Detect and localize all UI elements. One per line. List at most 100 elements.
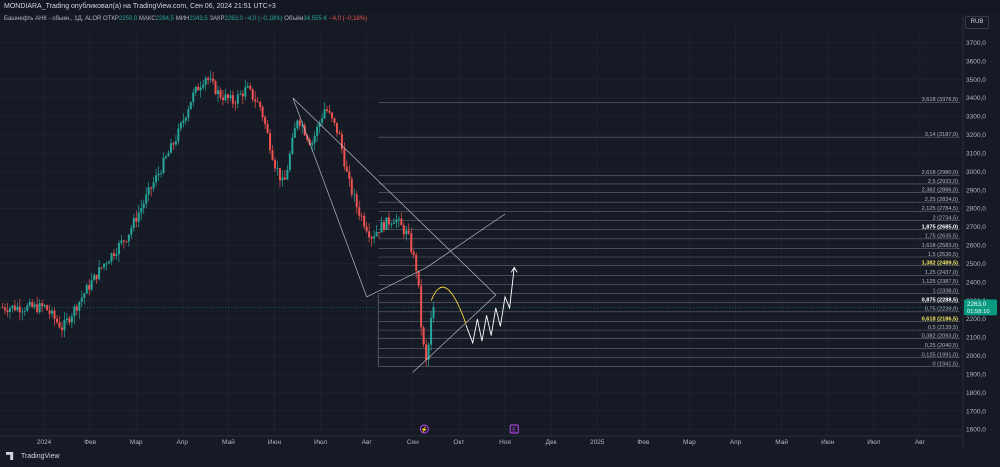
- y-tick-label: 2000,0: [966, 353, 986, 360]
- dividend-event-marker[interactable]: [419, 424, 429, 434]
- candle-body: [323, 109, 326, 119]
- candle-body: [330, 112, 333, 119]
- x-tick-label: Мар: [683, 439, 696, 446]
- candle-body: [430, 317, 433, 345]
- candle-body: [207, 77, 210, 80]
- fib-level-label: 3,14 (3187,0): [925, 132, 958, 138]
- candle-body: [60, 327, 63, 331]
- close-value: 2263,0: [224, 16, 243, 22]
- x-tick-label: Май: [775, 438, 788, 446]
- currency-button[interactable]: RUB: [965, 16, 989, 29]
- earnings-event-marker[interactable]: [509, 424, 519, 434]
- candle-body: [103, 263, 106, 268]
- candle-body: [360, 215, 363, 217]
- candle-body: [135, 217, 138, 222]
- candle-body: [142, 203, 145, 209]
- y-tick-label: 3400,0: [966, 95, 986, 102]
- fib-level-label: 0 (1941,5): [933, 361, 959, 367]
- candle-body: [209, 78, 212, 80]
- trendline[interactable]: [426, 213, 506, 268]
- candle-body: [298, 120, 301, 126]
- candle-body: [276, 168, 279, 170]
- candle-body: [117, 243, 120, 255]
- candle-body: [420, 285, 423, 328]
- candle-body: [130, 228, 133, 235]
- candle-body: [95, 274, 98, 280]
- candle-body: [392, 222, 395, 224]
- y-tick-label: 3700,0: [966, 40, 986, 47]
- candle-body: [108, 261, 111, 264]
- candle-body: [85, 285, 88, 294]
- fib-level-label: 1,618 (2583,0): [922, 243, 959, 249]
- candle-body: [90, 280, 93, 290]
- fib-level-label: 2,5 (2933,0): [928, 179, 958, 185]
- candle-body: [395, 219, 398, 223]
- candle-body: [328, 110, 331, 113]
- candle-body: [397, 218, 400, 220]
- close-label: ЗАКР: [209, 16, 225, 22]
- candle-body: [387, 217, 390, 225]
- candle-body: [68, 318, 71, 323]
- tradingview-logo[interactable]: TradingView: [6, 452, 60, 460]
- candle-body: [286, 169, 289, 180]
- symbol-name[interactable]: Башнефть АНК - обыкн., 1Д, ALOR: [4, 16, 102, 22]
- candle-body: [375, 231, 378, 237]
- x-tick-label: Июн: [821, 439, 835, 446]
- x-tick-label: Апр: [730, 439, 742, 446]
- tradingview-logo-icon: [6, 452, 14, 460]
- projection-zigzag[interactable]: [465, 267, 515, 345]
- candle-body: [234, 103, 237, 105]
- projection-arc[interactable]: [430, 286, 467, 324]
- candle-body: [269, 132, 272, 151]
- projection-arrowhead: [510, 266, 518, 273]
- fib-level-label: 1 (2338,0): [933, 288, 959, 294]
- candle-body: [370, 237, 373, 239]
- candle-body: [224, 94, 227, 101]
- open-value: 2250,0: [118, 16, 138, 22]
- candle-body: [345, 166, 348, 172]
- candle-body: [256, 101, 259, 103]
- candle-body: [316, 126, 319, 136]
- fib-level-label: 0,125 (1991,0): [922, 352, 959, 358]
- candle-body: [219, 90, 222, 98]
- candle-body: [318, 122, 321, 127]
- candle-body: [36, 304, 39, 313]
- y-tick-label: 2100,0: [966, 335, 986, 342]
- trendline[interactable]: [292, 97, 497, 296]
- x-tick-label: Сен: [407, 439, 419, 446]
- candle-body: [266, 124, 269, 133]
- candle-body: [23, 310, 26, 312]
- candle-body: [291, 137, 294, 154]
- candle-body: [127, 234, 130, 242]
- trendline[interactable]: [412, 294, 497, 373]
- fib-level-label: 2,25 (2834,0): [925, 197, 958, 203]
- x-tick-label: Окт: [453, 439, 464, 446]
- y-tick-label: 3500,0: [966, 77, 986, 84]
- candle-body: [425, 344, 428, 360]
- fib-level-label: 1,382 (2489,5): [922, 260, 959, 266]
- fib-level-label: 0,5 (2139,5): [928, 325, 958, 331]
- candle-body: [301, 125, 304, 127]
- y-tick-label: 2200,0: [966, 316, 986, 323]
- y-tick-label: 1800,0: [966, 390, 986, 397]
- trendline[interactable]: [366, 267, 427, 298]
- candle-body: [179, 122, 182, 129]
- candle-body: [182, 120, 185, 123]
- candle-body: [8, 308, 11, 313]
- candle-body: [150, 187, 153, 189]
- candle-body: [174, 141, 177, 145]
- tradingview-logo-text: TradingView: [21, 452, 60, 460]
- x-tick-label: Авг: [915, 439, 926, 446]
- candle-body: [373, 236, 376, 239]
- y-tick-label: 2500,0: [966, 261, 986, 268]
- candle-body: [177, 128, 180, 142]
- x-tick-label: Мар: [130, 439, 143, 446]
- candle-body: [28, 302, 31, 306]
- trendline[interactable]: [292, 97, 368, 297]
- candle-body: [278, 168, 281, 181]
- candle-body: [78, 301, 81, 311]
- candle-body: [58, 322, 61, 328]
- x-tick-label: 2024: [37, 439, 52, 446]
- countdown-value: 01:58:10: [967, 309, 990, 315]
